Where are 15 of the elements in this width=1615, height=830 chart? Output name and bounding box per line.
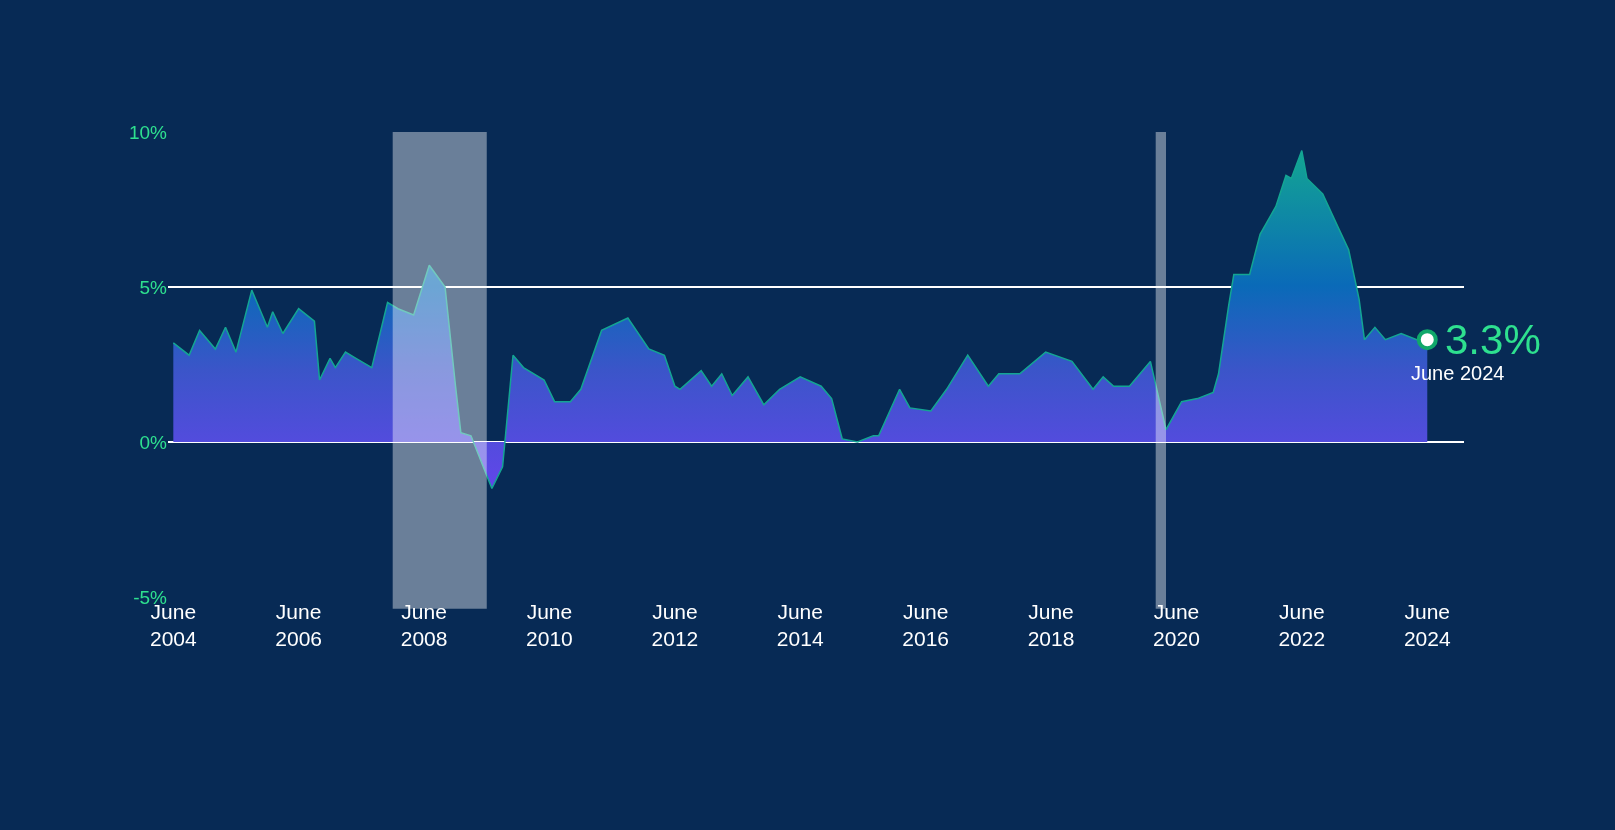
y-tick-label: 10% xyxy=(128,121,168,143)
x-tick-label: June 2012 xyxy=(651,600,699,651)
x-tick-label: June 2008 xyxy=(400,600,448,651)
x-tick-label: June 2018 xyxy=(1027,600,1075,651)
x-tick-label: June 2022 xyxy=(1278,600,1326,651)
x-tick-label: June 2016 xyxy=(902,600,950,651)
x-tick-label: June 2020 xyxy=(1153,600,1200,651)
x-tick-label: June 2024 xyxy=(1403,600,1451,651)
x-tick-label: June 2014 xyxy=(776,600,824,651)
data-label: 3.3% xyxy=(1445,316,1541,363)
y-tick-label: 5% xyxy=(139,276,168,298)
annotation: June 2024 xyxy=(1411,362,1505,384)
x-tick-label: June 2010 xyxy=(526,600,573,651)
y-tick-label: 0% xyxy=(139,431,168,453)
x-tick-label: June 2006 xyxy=(275,600,322,651)
